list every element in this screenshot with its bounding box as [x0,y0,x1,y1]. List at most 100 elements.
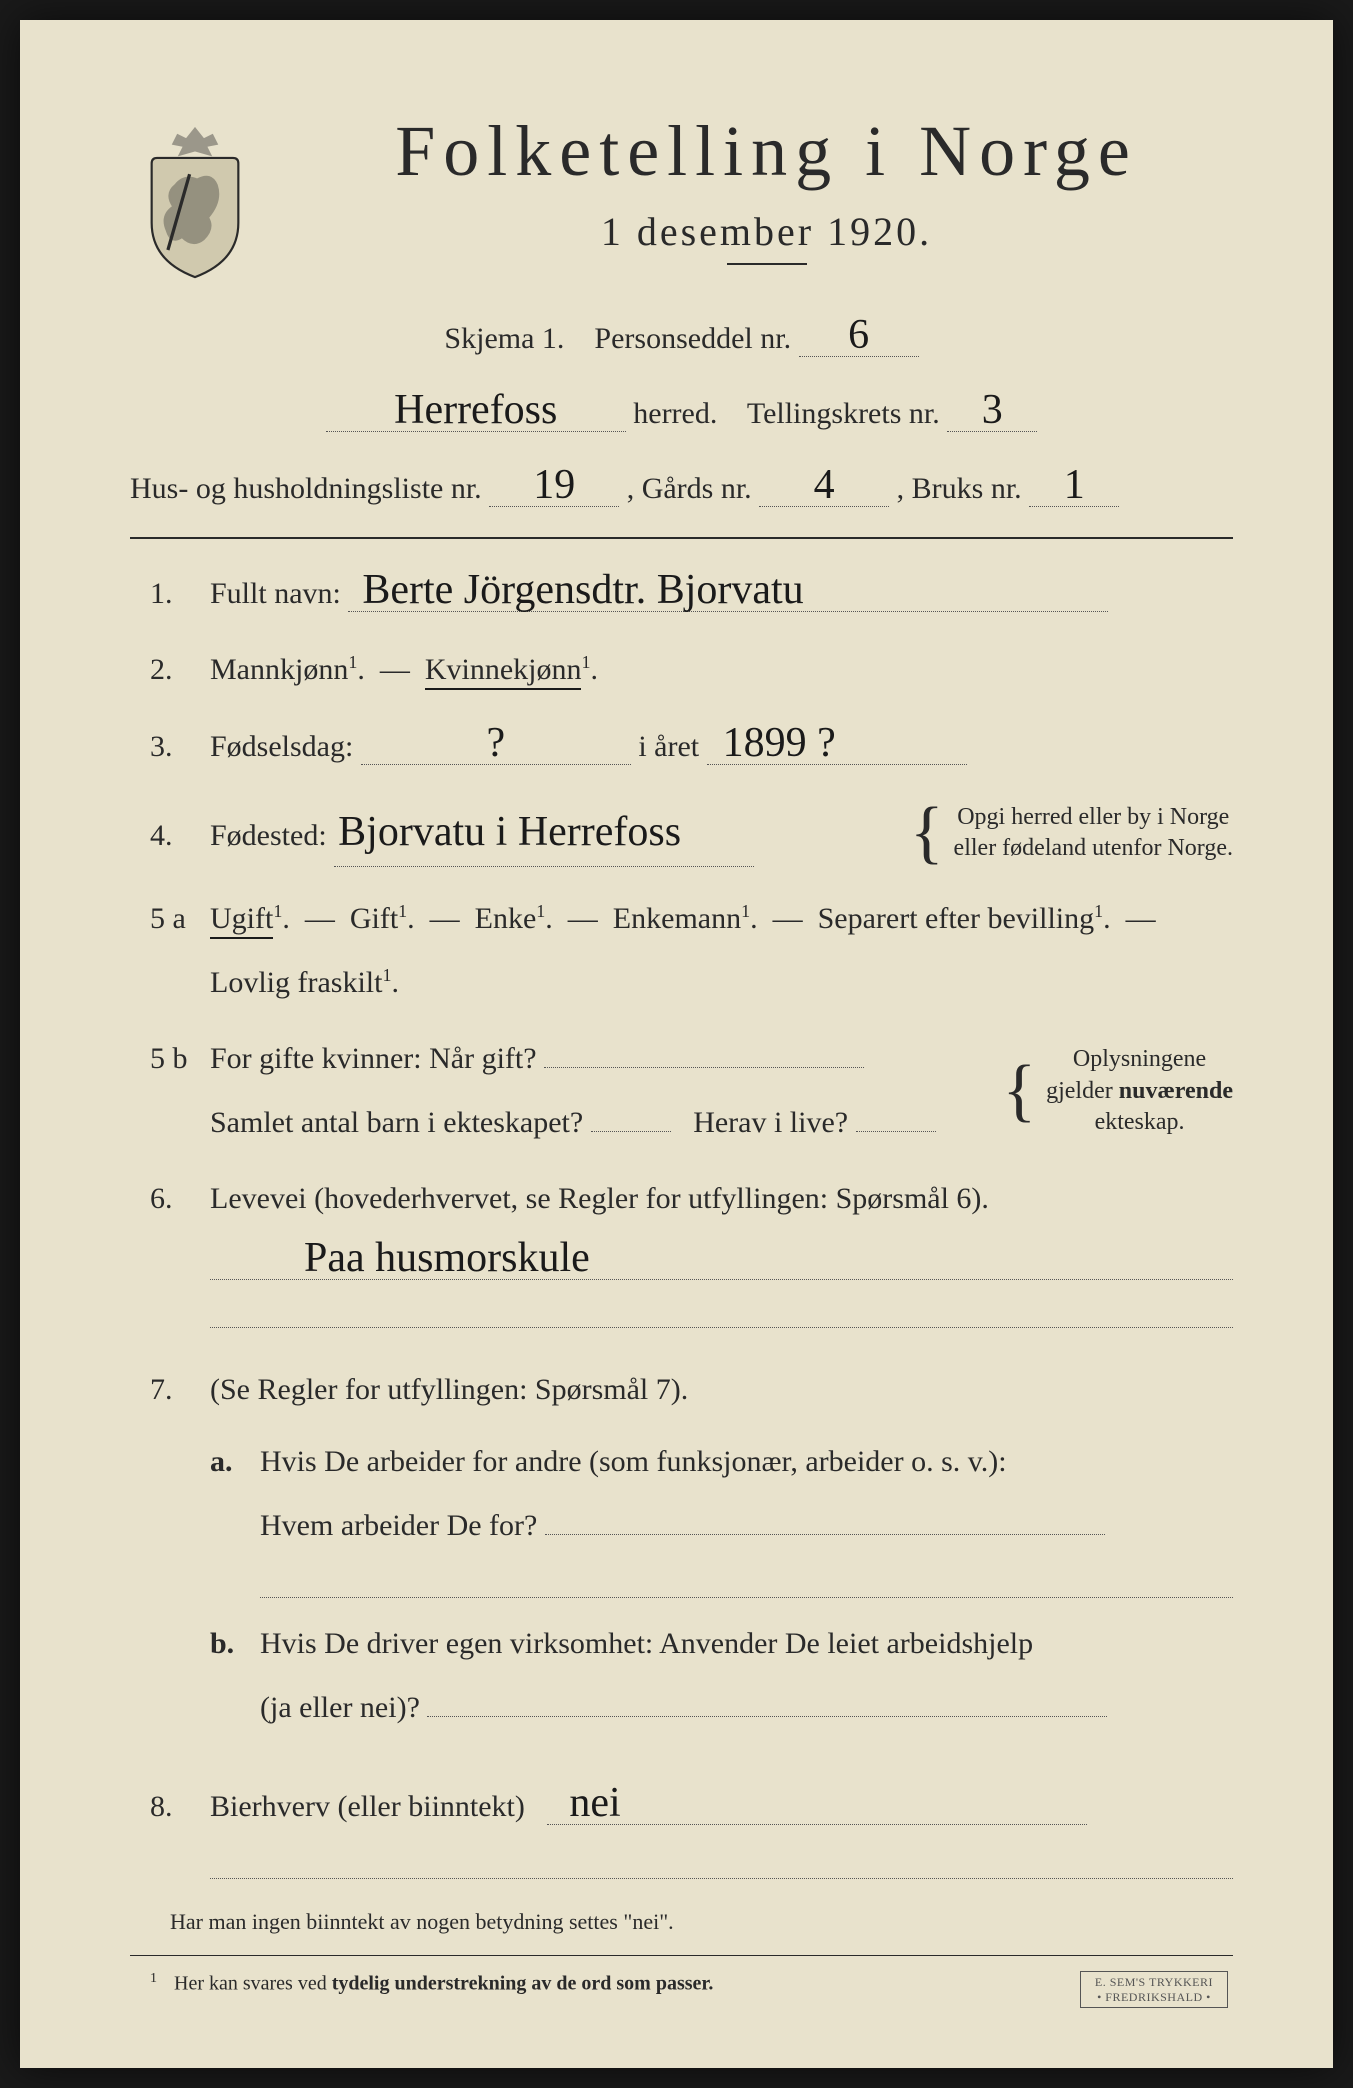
bruks-nr: 1 [1060,464,1089,506]
q4-num: 4. [130,812,210,860]
q5b-line1: For gifte kvinner: Når gift? [210,1035,979,1083]
q7a-body: Hvis De arbeider for andre (som funksjon… [260,1438,1233,1598]
q3-year: 1899 ? [719,722,840,764]
q8-num: 8. [130,1783,210,1831]
bruks-label: , Bruks nr. [897,472,1022,505]
personseddel-nr: 6 [844,314,873,356]
footer-rule [130,1955,1233,1956]
q7: 7. (Se Regler for utfyllingen: Spørsmål … [130,1366,1233,1754]
q7b: b. Hvis De driver egen virksomhet: Anven… [210,1620,1233,1732]
q7a-text1: Hvis De arbeider for andre (som funksjon… [260,1438,1233,1486]
q1-field: Berte Jörgensdtr. Bjorvatu [348,569,1108,612]
q3-label: Fødselsdag: [210,730,353,763]
q4-label: Fødested: [210,819,327,852]
q3-year-field: 1899 ? [707,722,967,765]
q6-line2 [210,1288,1233,1328]
bruks-field: 1 [1029,464,1119,507]
q8-field: nei [547,1782,1087,1825]
q5a-line2: Lovlig fraskilt1. [210,959,1233,1007]
q5a-opt3: Enkemann [613,902,741,935]
meta-line-3: Hus- og husholdningsliste nr. 19 , Gårds… [130,460,1233,517]
main-title: Folketelling i Norge [300,110,1233,193]
printer-line2: • FREDRIKSHALD • [1095,1990,1213,2004]
q7-num: 7. [130,1366,210,1414]
header: Folketelling i Norge 1 desember 1920. [130,110,1233,300]
q7b-field [427,1716,1107,1717]
q5b-note2: gjelder nuværende [1046,1076,1233,1107]
q5b-l2b: Herav i live? [693,1106,848,1139]
q5b-l2a: Samlet antal barn i ekteskapet? [210,1106,583,1139]
q3-mid: i året [638,730,699,763]
q5a-num: 5 a [130,895,210,943]
q7b-text2: (ja eller nei)? [260,1691,420,1724]
q3-body: Fødselsdag: ? i året 1899 ? [210,722,1233,771]
gards-nr: 4 [810,464,839,506]
q2-num: 2. [130,646,210,694]
q1-num: 1. [130,570,210,618]
tellingskrets-field: 3 [947,389,1037,432]
sup-2: 1 [581,652,590,672]
q1: 1. Fullt navn: Berte Jörgensdtr. Bjorvat… [130,569,1233,618]
q5b: 5 b For gifte kvinner: Når gift? Samlet … [130,1035,1233,1147]
meta-line-1: Skjema 1. Personseddel nr. 6 [130,310,1233,367]
q7b-text1: Hvis De driver egen virksomhet: Anvender… [260,1620,1233,1668]
q5a-opt5: Lovlig fraskilt [210,966,382,999]
divider-top [130,537,1233,539]
q7b-line2: (ja eller nei)? [260,1684,1233,1732]
q4-note1: Opgi herred eller by i Norge [954,802,1233,833]
q7a-line2: Hvem arbeider De for? [260,1502,1233,1550]
coat-of-arms-icon [130,120,260,280]
q5b-l2a-field [591,1131,671,1132]
q8-label: Bierhverv (eller biinntekt) [210,1790,525,1823]
q7a-text2: Hvem arbeider De for? [260,1509,537,1542]
q8-value: nei [565,1782,624,1824]
q5b-l1-label: For gifte kvinner: Når gift? [210,1042,537,1075]
q3: 3. Fødselsdag: ? i året 1899 ? [130,722,1233,771]
title-block: Folketelling i Norge 1 desember 1920. [300,110,1233,300]
q8: 8. Bierhverv (eller biinntekt) nei [130,1782,1233,1879]
husliste-nr: 19 [529,464,579,506]
q5b-note1: Oplysningene [1046,1044,1233,1075]
q4-main: Fødested: Bjorvatu i Herrefoss [210,799,898,867]
sub-title: 1 desember 1920. [300,208,1233,255]
q5a-opt2: Enke [475,902,537,935]
q4: 4. Fødested: Bjorvatu i Herrefoss { Opgi… [130,799,1233,867]
q6-field: Paa husmorskule [210,1237,1233,1280]
q4-note: { Opgi herred eller by i Norge eller fød… [910,802,1233,864]
q5b-left: For gifte kvinner: Når gift? Samlet anta… [210,1035,979,1147]
q3-day: ? [483,722,510,764]
q5a-opt1: Gift [350,902,398,935]
gards-field: 4 [759,464,889,507]
q5b-line2: Samlet antal barn i ekteskapet? Herav i … [210,1099,979,1147]
q2-opt1: Mannkjønn [210,653,348,686]
printer-stamp: E. SEM'S TRYKKERI • FREDRIKSHALD • [1080,1971,1228,2008]
q6-value: Paa husmorskule [300,1237,594,1279]
q4-body: Fødested: Bjorvatu i Herrefoss { Opgi he… [210,799,1233,867]
q8-line2 [210,1839,1233,1879]
sup-1: 1 [348,652,357,672]
herred-field: Herrefoss [326,389,626,432]
q6: 6. Levevei (hovederhvervet, se Regler fo… [130,1175,1233,1328]
herred-value: Herrefoss [390,389,561,431]
footnote-num: 1 [150,1971,157,1986]
q8-body: Bierhverv (eller biinntekt) nei [210,1782,1233,1879]
q5b-num: 5 b [130,1035,210,1083]
q7-label: (Se Regler for utfyllingen: Spørsmål 7). [210,1373,688,1406]
footnote: 1 Her kan svares ved tydelig understrekn… [130,1971,1233,1996]
q2-body: Mannkjønn1. — Kvinnekjønn1. [210,646,1233,694]
q6-num: 6. [130,1175,210,1223]
q4-note-text: Opgi herred eller by i Norge eller fødel… [954,802,1233,864]
personseddel-nr-field: 6 [799,314,919,357]
meta-line-2: Herrefoss herred. Tellingskrets nr. 3 [130,385,1233,442]
q5a: 5 a Ugift1. — Gift1. — Enke1. — Enkemann… [130,895,1233,1007]
q5b-l2b-field [856,1131,936,1132]
q5b-note3: ekteskap. [1046,1107,1233,1138]
census-form-page: Folketelling i Norge 1 desember 1920. Sk… [20,20,1333,2068]
q7a: a. Hvis De arbeider for andre (som funks… [210,1438,1233,1598]
q7a-label: a. [210,1438,260,1598]
footnote-text: Her kan svares ved tydelig understreknin… [174,1973,713,1995]
tellingskrets-nr: 3 [978,389,1007,431]
q7a-line3 [260,1558,1233,1598]
q5b-l1-field [544,1067,864,1068]
meta-block: Skjema 1. Personseddel nr. 6 Herrefoss h… [130,310,1233,517]
